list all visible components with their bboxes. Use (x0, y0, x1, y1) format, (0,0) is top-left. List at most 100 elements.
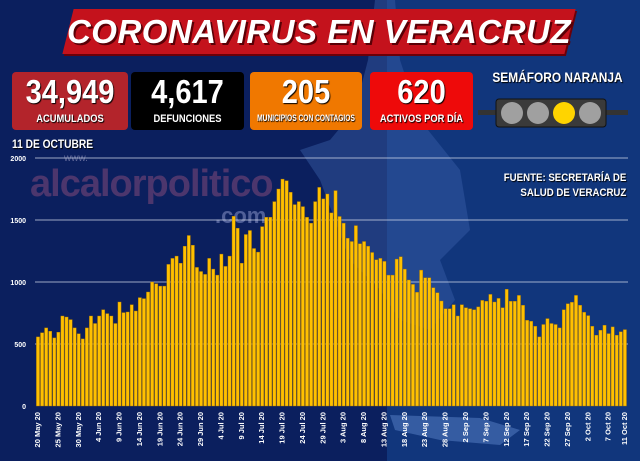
bar (496, 298, 501, 407)
bar (301, 206, 305, 407)
bar (566, 303, 570, 407)
bar (248, 230, 252, 407)
stat-acumulados: 34,949 ACUMULADOS (12, 72, 128, 130)
bar (313, 201, 317, 407)
bar (134, 310, 138, 407)
x-tick-label: 3 Aug 20 (339, 412, 348, 443)
bar (578, 305, 582, 407)
bar (93, 323, 97, 407)
bar (138, 297, 142, 407)
bar (81, 338, 85, 407)
bar (447, 308, 452, 407)
bar (431, 287, 436, 407)
bar (223, 266, 228, 407)
stat-activos: 620 ACTIVOS POR DÍA (370, 72, 473, 130)
bar (68, 319, 73, 407)
bar (423, 277, 427, 407)
x-tick-label: 11 Oct 20 (620, 412, 629, 445)
stat-municipios: 205 MUNICIPIOS CON CONTAGIOS (250, 72, 362, 130)
x-tick-label: 8 Aug 20 (359, 412, 368, 443)
bar (72, 327, 77, 407)
bar (614, 335, 619, 407)
bar (521, 305, 525, 407)
bar (44, 327, 48, 407)
bar (549, 323, 554, 407)
stat-defunciones: 4,617 DEFUNCIONES (131, 72, 244, 130)
bar (582, 312, 586, 407)
bar (36, 336, 40, 407)
y-tick-label: 1000 (10, 280, 26, 287)
bar (590, 326, 595, 407)
x-tick-label: 22 Sep 20 (543, 412, 552, 447)
stat-label: DEFUNCIONES (153, 113, 222, 125)
bar (557, 327, 562, 407)
bar (117, 301, 122, 407)
bar (427, 277, 432, 407)
x-tick-label: 19 Jun 20 (155, 412, 164, 446)
bar (48, 331, 53, 407)
x-tick-label: 4 Jul 20 (216, 412, 225, 440)
bar (541, 324, 546, 407)
bar (174, 255, 179, 407)
bar (594, 335, 599, 407)
bar (268, 217, 273, 407)
bar (178, 263, 183, 407)
bar (235, 227, 240, 407)
x-tick-label: 2 Sep 20 (461, 412, 470, 442)
bar (553, 324, 558, 407)
bar (244, 234, 248, 407)
x-tick-label: 19 Jul 20 (278, 412, 287, 444)
bar (358, 243, 362, 407)
bar (517, 295, 521, 407)
x-tick-label: 18 Aug 20 (400, 412, 409, 447)
bar (378, 258, 383, 407)
bar (288, 192, 293, 407)
bar (162, 285, 167, 407)
x-tick-label: 20 May 20 (33, 412, 42, 447)
bar (52, 337, 57, 407)
bar (398, 256, 403, 407)
bar (488, 294, 493, 407)
x-tick-label: 12 Sep 20 (502, 412, 511, 447)
bar (472, 309, 476, 407)
bar (484, 301, 489, 407)
y-tick-label: 2000 (10, 156, 26, 163)
bar (350, 241, 354, 407)
bar (170, 258, 175, 407)
stat-label: ACTIVOS POR DÍA (379, 113, 464, 125)
bar (146, 291, 150, 407)
x-tick-label: 4 Jun 20 (94, 412, 103, 442)
watermark-com: .com (215, 203, 267, 228)
bar (533, 326, 538, 407)
bar (158, 285, 163, 407)
bar (329, 212, 334, 407)
bar (264, 217, 269, 407)
bar (513, 301, 517, 407)
stat-value: 620 (397, 73, 446, 110)
bar (195, 267, 199, 407)
bar (443, 308, 448, 407)
bar (64, 316, 69, 407)
bar (529, 321, 533, 407)
watermark-logo: alcalorpolitico (30, 163, 274, 205)
x-tick-label: 25 May 20 (53, 412, 62, 447)
bar (619, 331, 623, 407)
bar (85, 327, 89, 407)
bar (570, 302, 574, 407)
bar (374, 259, 379, 407)
x-tick-label: 23 Aug 20 (420, 412, 429, 447)
bar (354, 225, 358, 407)
bar (121, 312, 126, 407)
bar (129, 304, 134, 407)
stat-value: 4,617 (151, 73, 224, 110)
bar (468, 308, 472, 407)
y-tick-label: 500 (14, 342, 26, 349)
bar (492, 301, 497, 407)
bar (610, 326, 615, 407)
bar (203, 274, 207, 407)
bar (231, 216, 236, 407)
x-tick-label: 17 Sep 20 (522, 412, 531, 447)
bar (439, 300, 444, 407)
bar (227, 255, 232, 407)
